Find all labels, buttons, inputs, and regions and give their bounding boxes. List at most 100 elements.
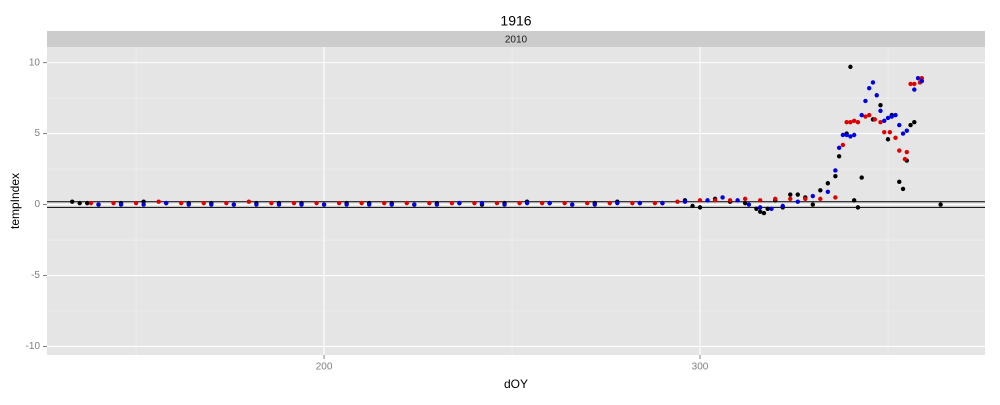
data-point	[885, 137, 891, 142]
data-point	[77, 200, 82, 206]
data-point	[765, 206, 770, 212]
data-point	[735, 198, 740, 203]
data-point	[795, 192, 800, 197]
data-point	[897, 122, 902, 128]
data-point	[163, 200, 169, 206]
data-point	[773, 196, 778, 202]
data-point	[344, 202, 349, 207]
data-point	[848, 134, 853, 139]
data-point	[769, 206, 774, 212]
data-point	[870, 80, 876, 85]
data-point	[855, 120, 861, 125]
data-point	[637, 200, 643, 206]
data-point	[502, 202, 507, 207]
data-point	[592, 202, 597, 207]
data-point	[133, 200, 139, 206]
data-point	[179, 200, 184, 206]
data-point	[848, 120, 853, 125]
x-axis-title: dOY	[504, 377, 528, 391]
data-point	[915, 76, 921, 81]
data-point	[818, 196, 823, 202]
data-point	[359, 200, 364, 206]
data-point	[269, 200, 274, 206]
data-point	[209, 202, 214, 207]
data-point	[754, 206, 759, 212]
data-point	[517, 200, 522, 206]
data-point	[539, 200, 545, 206]
data-point	[615, 200, 620, 206]
data-point	[224, 200, 229, 206]
data-point	[389, 202, 394, 207]
x-tick-label: 300	[692, 362, 709, 373]
data-point	[742, 196, 748, 202]
data-point	[867, 112, 872, 118]
x-tick-label: 200	[316, 362, 333, 373]
data-point	[761, 210, 767, 216]
data-point	[885, 115, 891, 121]
data-point	[889, 114, 894, 119]
data-point	[712, 198, 718, 203]
data-point	[366, 202, 372, 207]
data-point	[449, 200, 455, 206]
data-point	[291, 200, 297, 206]
data-point	[874, 93, 879, 98]
data-point	[246, 199, 252, 204]
data-point	[457, 200, 462, 206]
data-point	[788, 192, 793, 197]
data-point	[524, 200, 530, 206]
data-point	[697, 205, 703, 210]
data-point	[878, 102, 883, 108]
data-point	[840, 132, 846, 138]
data-point	[897, 148, 902, 153]
data-point	[848, 64, 853, 70]
data-point	[878, 120, 883, 125]
data-point	[833, 195, 838, 200]
data-point	[85, 200, 90, 206]
data-point	[697, 198, 703, 203]
data-point	[111, 200, 116, 206]
data-point	[867, 85, 872, 91]
data-point	[299, 202, 304, 207]
data-point	[675, 199, 680, 204]
data-point	[904, 149, 910, 155]
chart-title: 1916	[500, 13, 531, 29]
data-point	[859, 175, 864, 180]
data-point	[882, 118, 887, 124]
data-point	[851, 198, 857, 203]
data-point	[836, 145, 842, 150]
data-point	[818, 188, 823, 193]
data-point	[88, 200, 94, 206]
facet-strip	[47, 31, 985, 47]
data-point	[186, 202, 191, 207]
data-point	[902, 156, 908, 162]
data-point	[412, 202, 417, 207]
data-point	[882, 129, 887, 135]
data-point	[727, 198, 733, 203]
data-point	[630, 200, 635, 206]
data-point	[825, 181, 831, 186]
data-point	[810, 202, 816, 207]
data-point	[547, 200, 552, 206]
data-point	[254, 202, 259, 207]
data-point	[746, 202, 752, 207]
data-point	[863, 98, 868, 104]
data-point	[562, 200, 567, 206]
data-point	[938, 202, 943, 207]
data-point	[904, 128, 910, 133]
data-point	[757, 198, 763, 203]
data-point	[833, 168, 838, 173]
data-point	[585, 200, 590, 206]
data-point	[479, 200, 485, 206]
data-point	[803, 196, 808, 202]
y-axis-title: tempIndex	[8, 173, 22, 229]
data-point	[494, 200, 500, 206]
data-point	[314, 200, 319, 206]
data-point	[859, 112, 864, 118]
data-point	[908, 122, 913, 128]
data-point	[231, 202, 237, 207]
data-point	[919, 78, 925, 84]
data-point	[897, 179, 902, 185]
data-point	[156, 199, 161, 204]
data-point	[141, 202, 146, 207]
data-point	[844, 120, 849, 125]
